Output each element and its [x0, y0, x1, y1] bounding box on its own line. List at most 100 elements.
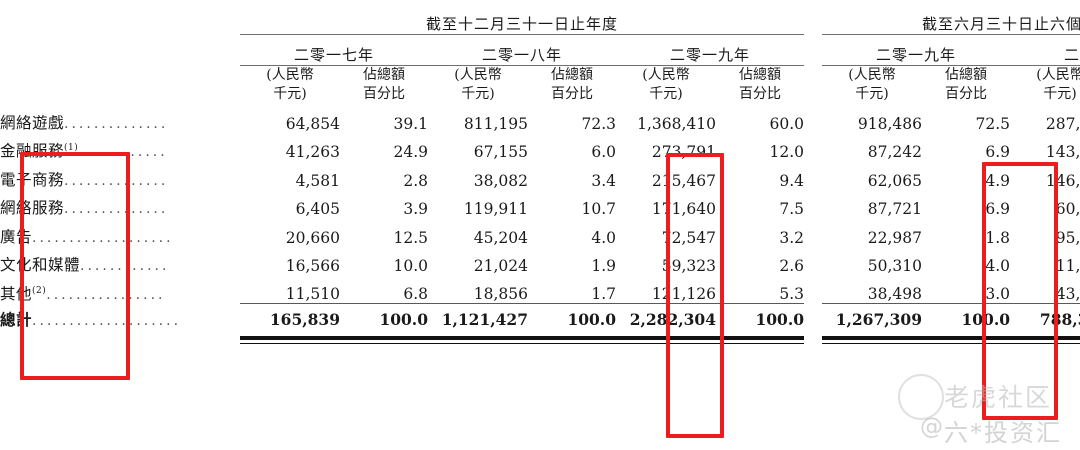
cell-value: 10.0: [393, 256, 428, 275]
group-gap: [804, 218, 822, 246]
total-cell-value: 788,329: [1039, 309, 1080, 329]
unit-line2: 百分比: [363, 86, 405, 103]
dot-leader: ............: [80, 257, 170, 274]
cell-value: 146,336: [1045, 171, 1080, 190]
unit-line2: 千元): [855, 86, 889, 103]
unit-header-row: (人民幣 千元) 佔總額 百分比 (人民幣 千元) 佔總額 百分比 (人民幣 千…: [0, 66, 1080, 105]
total-cell-value: 2,282,304: [629, 309, 716, 329]
total-cell-value: 1,121,427: [441, 309, 528, 329]
row-label-2: 電子商務..............: [0, 161, 240, 189]
cell-value: 5.3: [779, 285, 805, 304]
group-gap: [804, 275, 822, 304]
cell-value: 215,467: [651, 171, 716, 190]
total-label: 總計....................: [0, 304, 240, 334]
dbl-pct-2019-fy: [716, 334, 805, 346]
cell-value: 11,313: [1055, 256, 1080, 275]
row-label-text: 金融服務: [0, 142, 65, 161]
dbl-pct-2017: [340, 334, 428, 346]
cell-value: 1.7: [591, 285, 616, 304]
unit-amount-2018: (人民幣 千元): [428, 66, 528, 105]
rule-amt-2019-h1: [822, 303, 923, 305]
total-cell-value: 1,267,309: [835, 309, 923, 329]
dbl-amt-2017: [240, 334, 340, 346]
cell-value: 21,024: [473, 256, 528, 275]
unit-percent-2019-fy: 佔總額 百分比: [716, 66, 804, 105]
cell-value: 60,303: [1055, 200, 1080, 219]
cell-value: 38,498: [867, 285, 923, 304]
rule-amt-2018: [428, 303, 528, 305]
table-row: 廣告................... 20,660 12.5 45,204 4.0…: [0, 218, 1080, 247]
group-gap: [804, 133, 822, 161]
cell-value: 12.5: [393, 228, 428, 247]
rule-amt-2017: [240, 303, 340, 305]
dbl-amt-2019-h1: [822, 334, 923, 346]
spacer-cell: [0, 0, 240, 35]
total-label-text: 總計: [0, 310, 33, 330]
cell-value: 3.4: [591, 171, 616, 190]
column-group-header-row: 截至十二月三十一日止年度 截至六月三十日止六個月: [0, 0, 1080, 35]
group-gap: [804, 35, 822, 66]
rule-pct-2018: [528, 303, 616, 305]
group-gap: [804, 161, 822, 189]
table-row: 其他(2)................ 11,510 6.8 18,856 1.7 1…: [0, 275, 1080, 304]
dot-leader: ....................: [32, 313, 182, 330]
spacer-cell: [0, 66, 240, 105]
cell-value: 1,368,410: [637, 115, 716, 134]
unit-line1: (人民幣: [848, 67, 896, 83]
unit-line2: 千元): [273, 86, 307, 103]
dot-leader: ...................: [32, 229, 174, 246]
unit-line2: 千元): [649, 86, 683, 103]
row-label-text: 其他: [0, 284, 33, 303]
group-gap: [804, 334, 822, 346]
cell-value: 87,242: [867, 143, 923, 162]
cell-value: 43,235: [1055, 285, 1080, 304]
unit-line1: 佔總額: [945, 67, 988, 83]
unit-line1: (人民幣: [1036, 67, 1080, 83]
cell-value: 2.8: [403, 171, 428, 190]
unit-percent-2019-h1: 佔總額 百分比: [922, 66, 1010, 105]
unit-line2: 百分比: [551, 86, 593, 103]
cell-value: 62,065: [867, 171, 923, 190]
cell-value: 4,581: [295, 171, 340, 190]
unit-percent-2018: 佔總額 百分比: [528, 66, 616, 105]
cell-value: 6.8: [403, 285, 428, 304]
cell-value: 39.1: [393, 115, 428, 134]
dot-leader: ................: [46, 286, 166, 303]
row-label-5: 文化和媒體............: [0, 247, 240, 275]
row-label-text: 文化和媒體: [0, 255, 81, 274]
unit-amount-2020-h1: (人民幣 千元): [1010, 66, 1080, 105]
revenue-breakdown-table: 截至十二月三十一日止年度 截至六月三十日止六個月 二零一七年 二零一八年 二零一…: [0, 0, 1080, 346]
cell-value: 6.9: [985, 143, 1011, 162]
cell-value: 72.5: [975, 115, 1011, 134]
unit-amount-2017: (人民幣 千元): [240, 66, 340, 105]
cell-value: 287,830: [1045, 115, 1080, 134]
cell-value: 67,155: [473, 143, 528, 162]
watermark-logo-icon: [898, 374, 944, 420]
dot-leader: ..............: [64, 116, 169, 133]
cell-value: 3.9: [403, 200, 428, 219]
cell-value: 4.9: [985, 171, 1011, 190]
column-group-fy: 截至十二月三十一日止年度: [240, 0, 805, 35]
total-cell-value: 100.0: [961, 309, 1011, 329]
dbl-amt-2018: [428, 334, 528, 346]
cell-value: 12.0: [769, 143, 805, 162]
row-label-text: 廣告: [0, 227, 33, 246]
cell-value: 4.0: [591, 228, 616, 247]
dot-leader: ..............: [64, 172, 169, 189]
unit-line2: 百分比: [945, 86, 988, 103]
period-2019-h1: 二零一九年: [822, 34, 1011, 66]
cell-value: 9.4: [779, 171, 805, 190]
cell-value: 45,204: [473, 228, 528, 247]
unit-line1: (人民幣: [642, 67, 690, 83]
cell-value: 918,486: [857, 115, 923, 134]
cell-value: 1.8: [985, 228, 1011, 247]
unit-amount-2019-fy: (人民幣 千元): [616, 66, 716, 105]
period-2018: 二零一八年: [428, 34, 616, 66]
dbl-pct-2018: [528, 334, 616, 346]
period-header-row: 二零一七年 二零一八年 二零一九年 二零一九年 二零二零年: [0, 34, 1080, 66]
watermark-text-top: 老虎社区: [944, 383, 1053, 412]
dot-leader: ............: [78, 144, 168, 161]
period-2019-fy: 二零一九年: [616, 34, 805, 66]
rule-pct-2019-fy: [716, 303, 805, 305]
cell-value: 171,640: [651, 200, 716, 219]
